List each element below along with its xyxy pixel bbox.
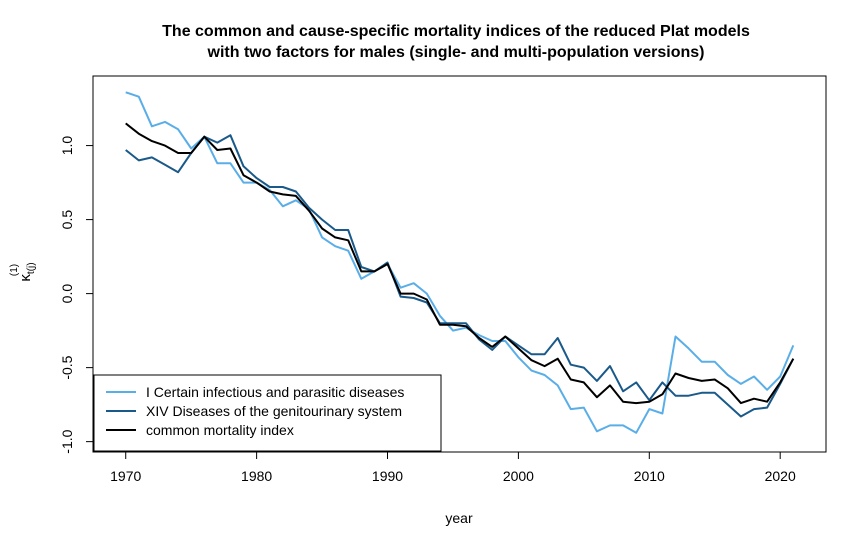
legend-label-2: common mortality index bbox=[146, 422, 294, 438]
y-tick-label-3: 0.5 bbox=[59, 210, 75, 230]
series-line-2 bbox=[125, 122, 795, 405]
y-axis-label: κt(j) (1) bbox=[9, 262, 37, 281]
legend-label-0: I Certain infectious and parasitic disea… bbox=[146, 384, 404, 400]
legend-box bbox=[93, 374, 442, 452]
x-tick-label-0: 1970 bbox=[110, 468, 141, 484]
svg-text:κt(j): κt(j) bbox=[17, 262, 37, 281]
series-line-0 bbox=[125, 91, 795, 434]
series-layer bbox=[125, 91, 795, 434]
x-tick-label-1: 1980 bbox=[241, 468, 272, 484]
x-tick-label-2: 1990 bbox=[372, 468, 403, 484]
y-axis-label-subscript: t(j) bbox=[26, 262, 37, 274]
series-line-1 bbox=[125, 134, 795, 418]
x-tick-label-5: 2020 bbox=[765, 468, 796, 484]
y-axis-label-symbol: κ bbox=[17, 274, 34, 282]
x-tick-label-3: 2000 bbox=[503, 468, 534, 484]
chart-title-line-2: with two factors for males (single- and … bbox=[207, 44, 705, 61]
x-tick-label-4: 2010 bbox=[634, 468, 665, 484]
y-axis-label-superscript: (1) bbox=[9, 264, 20, 276]
x-axis: 1970 1980 1990 2000 2010 2020 bbox=[110, 451, 796, 484]
legend: I Certain infectious and parasitic disea… bbox=[93, 374, 442, 452]
x-axis-label: year bbox=[445, 510, 473, 526]
chart-title-line-1: The common and cause-specific mortality … bbox=[162, 23, 750, 40]
y-tick-label-4: 1.0 bbox=[59, 136, 75, 156]
y-tick-label-2: 0.0 bbox=[59, 284, 75, 304]
legend-label-1: XIV Diseases of the genitourinary system bbox=[146, 403, 402, 419]
y-tick-label-1: -0.5 bbox=[59, 355, 75, 379]
y-axis: -1.0 -0.5 0.0 0.5 1.0 bbox=[59, 136, 94, 454]
y-tick-label-0: -1.0 bbox=[59, 429, 75, 453]
